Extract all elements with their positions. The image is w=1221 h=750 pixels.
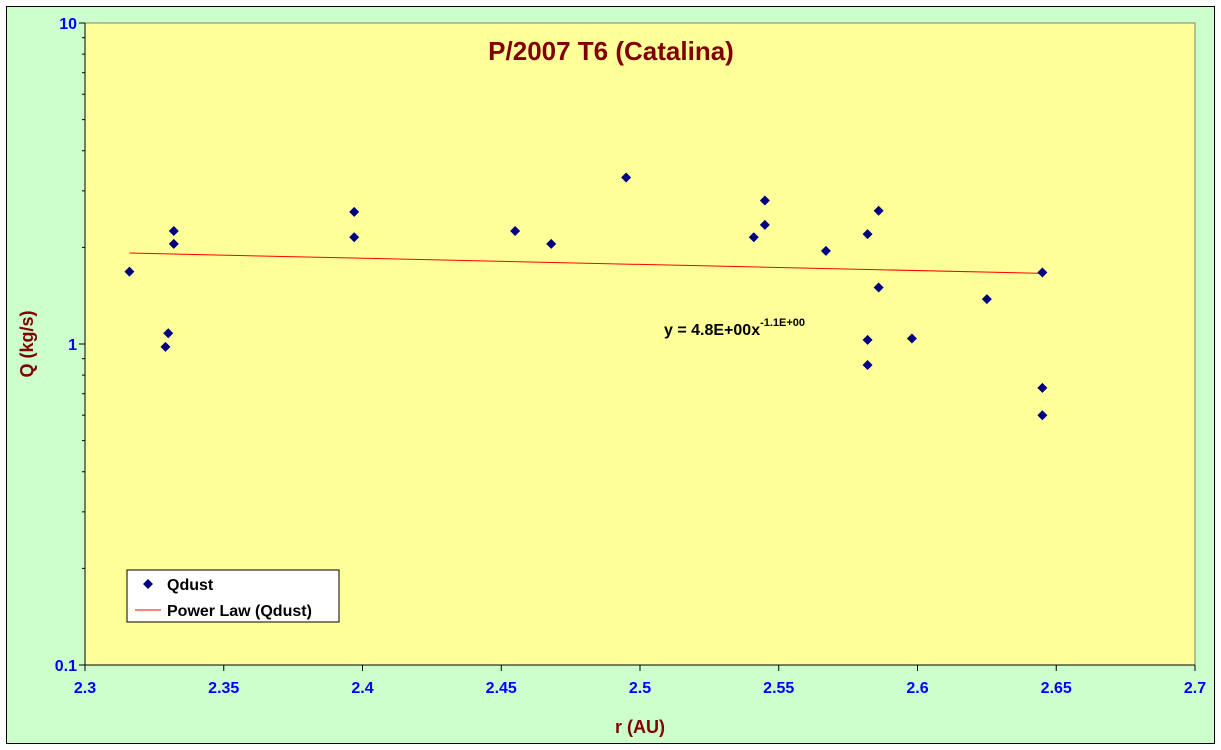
data-point-qdust	[759, 219, 770, 230]
legend-marker-qdust	[143, 579, 153, 589]
data-point-qdust	[349, 206, 360, 217]
data-point-qdust	[1037, 267, 1048, 278]
data-point-qdust	[862, 360, 873, 371]
data-points	[124, 172, 1048, 421]
data-point-qdust	[1037, 382, 1048, 393]
data-point-qdust	[759, 195, 770, 206]
x-tick-label: 2.45	[486, 680, 517, 697]
data-point-qdust	[873, 282, 884, 293]
trendline-power-law	[129, 252, 1043, 274]
data-point-qdust	[168, 225, 179, 236]
x-tick-label: 2.3	[74, 680, 96, 697]
data-point-qdust	[873, 205, 884, 216]
legend-label-powerlaw: Power Law (Qdust)	[167, 603, 312, 620]
trendline-equation: y = 4.8E+00x-1.1E+00	[664, 317, 805, 339]
data-point-qdust	[748, 232, 759, 243]
trendline-group	[129, 252, 1043, 274]
x-tick-label: 2.7	[1184, 680, 1206, 697]
data-point-qdust	[510, 225, 521, 236]
data-point-qdust	[163, 328, 174, 339]
data-point-qdust	[862, 229, 873, 240]
x-tick-label: 2.65	[1041, 680, 1072, 697]
data-point-qdust	[160, 341, 171, 352]
y-tick-label: 1	[68, 337, 77, 354]
x-tick-label: 2.5	[629, 680, 651, 697]
x-tick-label: 2.6	[906, 680, 928, 697]
x-tick-label: 2.55	[763, 680, 794, 697]
chart-svg: P/2007 T6 (Catalina) r (AU) Q (kg/s) 2.3…	[17, 16, 1206, 737]
trendline-equation-base: y = 4.8E+00x	[664, 322, 760, 339]
data-point-qdust	[981, 294, 992, 305]
x-axis-title: r (AU)	[615, 717, 665, 737]
data-point-qdust	[906, 333, 917, 344]
chart-area: P/2007 T6 (Catalina) r (AU) Q (kg/s) 2.3…	[6, 6, 1215, 744]
plot-area	[84, 22, 1196, 666]
axes: 2.3 2.35 2.4 2.45 2.5 2.55 2.6 2.65 2.7 0.1 1 10	[55, 16, 1206, 697]
x-tick-label: 2.4	[351, 680, 373, 697]
data-point-qdust	[546, 238, 557, 249]
data-point-qdust	[1037, 410, 1048, 421]
y-axis-title: Q (kg/s)	[17, 310, 37, 377]
data-point-qdust	[349, 232, 360, 243]
data-point-qdust	[168, 238, 179, 249]
legend-label-qdust: Qdust	[167, 577, 214, 594]
chart-title: P/2007 T6 (Catalina)	[488, 36, 734, 66]
data-point-qdust	[621, 172, 632, 183]
data-point-qdust	[820, 245, 831, 256]
y-tick-label: 0.1	[55, 658, 77, 675]
x-tick-label: 2.35	[208, 680, 239, 697]
legend-box	[126, 569, 340, 623]
data-point-qdust	[862, 334, 873, 345]
legend: Qdust Power Law (Qdust)	[126, 569, 340, 623]
trendline-equation-exponent: -1.1E+00	[760, 317, 805, 329]
data-point-qdust	[124, 266, 135, 277]
y-tick-label: 10	[59, 16, 77, 33]
